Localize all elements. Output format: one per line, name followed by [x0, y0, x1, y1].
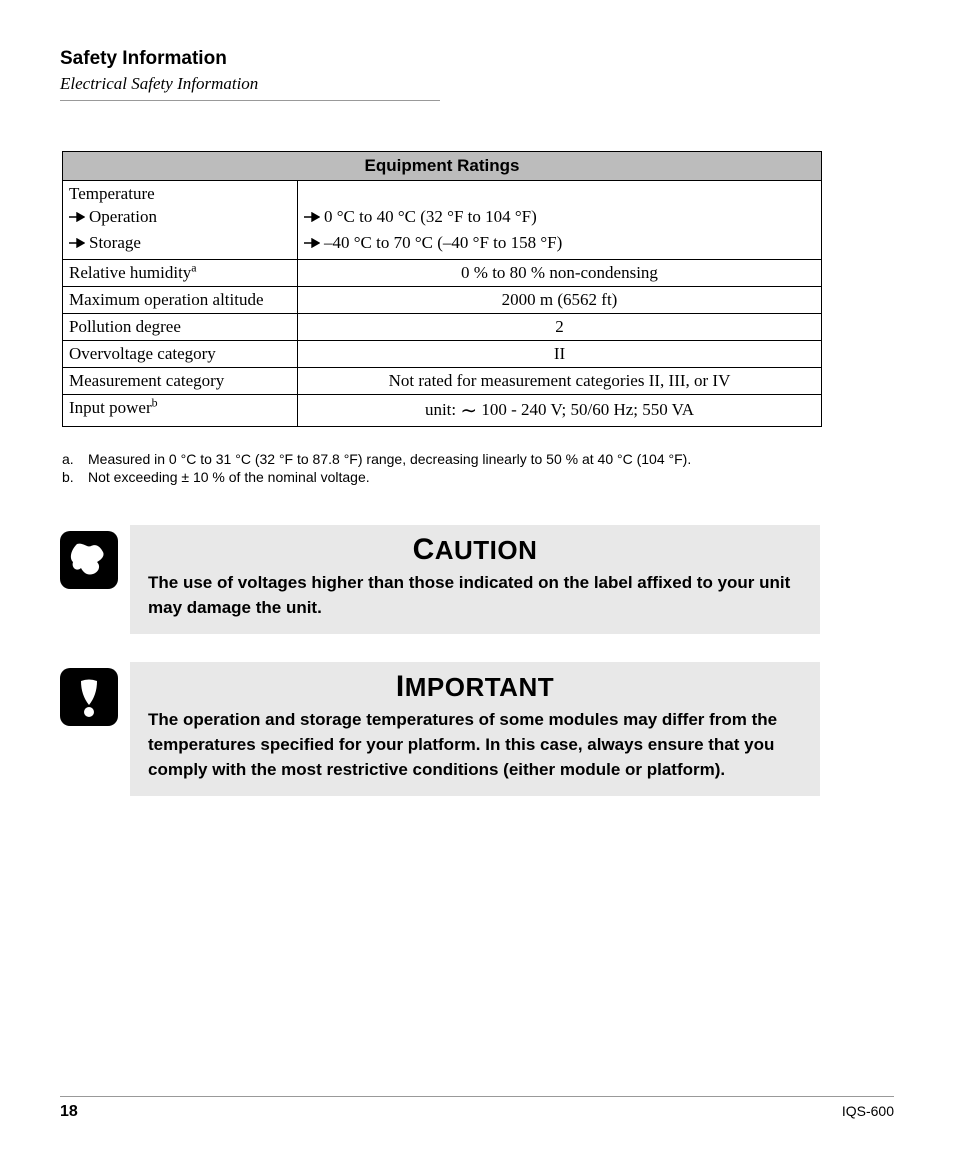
- altitude-label: Maximum operation altitude: [63, 287, 298, 314]
- overvoltage-value: II: [298, 341, 822, 368]
- arrow-icon: [69, 207, 89, 227]
- storage-value: –40 °C to 70 °C (–40 °F to 158 °F): [324, 233, 562, 253]
- input-power-label: Input power: [69, 398, 152, 417]
- measurement-value: Not rated for measurement categories II,…: [298, 368, 822, 395]
- caution-text: The use of voltages higher than those in…: [148, 571, 802, 620]
- pollution-value: 2: [298, 314, 822, 341]
- arrow-icon: [304, 207, 324, 227]
- footnote-b-text: Not exceeding ± 10 % of the nominal volt…: [88, 469, 370, 485]
- important-title: IMPORTANT: [148, 670, 802, 704]
- important-title-cap: I: [396, 670, 405, 703]
- important-icon: [60, 668, 118, 726]
- page-footer: 18 IQS-600: [60, 1096, 894, 1121]
- footnote-b-label: b.: [60, 469, 88, 485]
- table-caption: Equipment Ratings: [63, 152, 822, 181]
- caution-body: CAUTION The use of voltages higher than …: [130, 525, 820, 634]
- equipment-ratings-table: Equipment Ratings Temperature Operation …: [62, 151, 822, 427]
- altitude-value: 2000 m (6562 ft): [298, 287, 822, 314]
- input-power-sup: b: [152, 395, 158, 409]
- important-text: The operation and storage temperatures o…: [148, 708, 802, 782]
- page-number: 18: [60, 1103, 78, 1121]
- caution-title-cap: C: [413, 533, 435, 566]
- input-power-label-cell: Input powerb: [63, 395, 298, 427]
- humidity-label: Relative humidity: [69, 263, 191, 282]
- footnotes: a. Measured in 0 °C to 31 °C (32 °F to 8…: [60, 451, 894, 485]
- humidity-label-cell: Relative humiditya: [63, 260, 298, 287]
- measurement-label: Measurement category: [63, 368, 298, 395]
- important-body: IMPORTANT The operation and storage temp…: [130, 662, 820, 796]
- humidity-value: 0 % to 80 % non-condensing: [298, 260, 822, 287]
- humidity-sup: a: [191, 260, 196, 274]
- arrow-icon: [304, 233, 324, 253]
- footnote-a-label: a.: [60, 451, 88, 467]
- caution-icon: [60, 531, 118, 589]
- overvoltage-label: Overvoltage category: [63, 341, 298, 368]
- temperature-label: Temperature: [69, 184, 291, 204]
- footnote-a-text: Measured in 0 °C to 31 °C (32 °F to 87.8…: [88, 451, 691, 467]
- footnote-a: a. Measured in 0 °C to 31 °C (32 °F to 8…: [60, 451, 894, 467]
- caution-title-rest: AUTION: [435, 535, 538, 565]
- pollution-label: Pollution degree: [63, 314, 298, 341]
- input-power-prefix: unit:: [425, 400, 460, 419]
- document-id: IQS-600: [842, 1103, 894, 1119]
- input-power-value: unit: ∼ 100 - 240 V; 50/60 Hz; 550 VA: [298, 395, 822, 427]
- caution-icon-wrap: [60, 525, 130, 634]
- temperature-cell: Temperature Operation Storage: [63, 181, 298, 260]
- important-notice: IMPORTANT The operation and storage temp…: [60, 662, 820, 796]
- operation-value: 0 °C to 40 °C (32 °F to 104 °F): [324, 207, 537, 227]
- temperature-values: 0 °C to 40 °C (32 °F to 104 °F) –40 °C t…: [298, 181, 822, 260]
- footnote-b: b. Not exceeding ± 10 % of the nominal v…: [60, 469, 894, 485]
- important-title-rest: MPORTANT: [405, 672, 554, 702]
- storage-label: Storage: [89, 233, 141, 253]
- caution-notice: CAUTION The use of voltages higher than …: [60, 525, 820, 634]
- header-rule: [60, 100, 440, 101]
- operation-label: Operation: [89, 207, 157, 227]
- caution-title: CAUTION: [148, 533, 802, 567]
- important-icon-wrap: [60, 662, 130, 796]
- ac-symbol-icon: ∼: [460, 400, 477, 422]
- section-subtitle: Electrical Safety Information: [60, 74, 894, 94]
- input-power-rest: 100 - 240 V; 50/60 Hz; 550 VA: [477, 400, 694, 419]
- section-title: Safety Information: [60, 48, 894, 70]
- arrow-icon: [69, 233, 89, 253]
